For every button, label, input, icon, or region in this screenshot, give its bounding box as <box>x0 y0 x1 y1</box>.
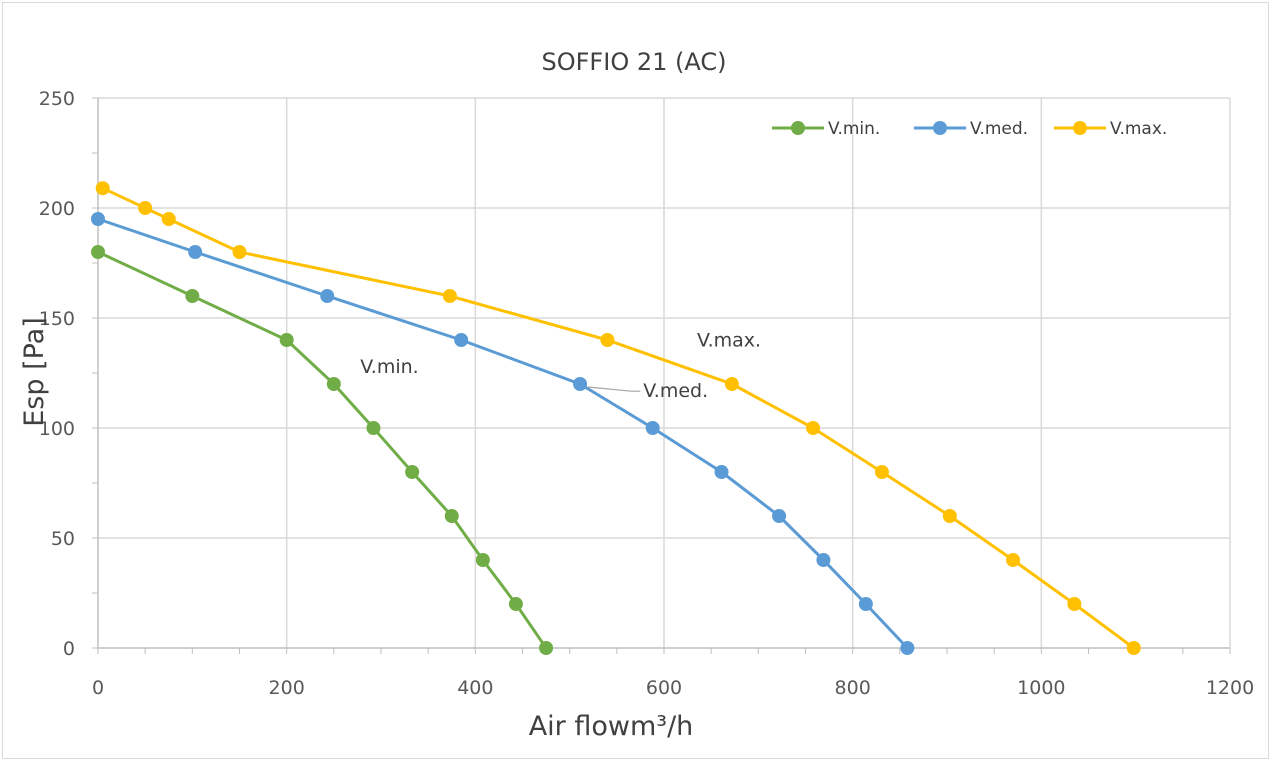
series-annotation-vmin: V.min. <box>360 356 418 378</box>
data-point <box>573 377 588 391</box>
legend-item-vmed: V.med. <box>914 119 1028 139</box>
legend: V.min. V.med. V.max. <box>772 119 1167 139</box>
legend-item-vmax: V.max. <box>1054 119 1167 139</box>
annotation-leader-line <box>587 386 641 392</box>
legend-swatch-marker <box>1073 121 1087 135</box>
y-axis-title: Esp [Pa] <box>19 317 50 427</box>
data-point <box>1126 641 1141 655</box>
data-point <box>442 289 457 303</box>
data-point <box>444 509 459 523</box>
y-tick-label: 200 <box>39 198 75 220</box>
series-line <box>97 250 548 649</box>
data-point <box>138 201 153 215</box>
series-annotation-vmed: V.med. <box>643 380 708 402</box>
data-point <box>185 289 200 303</box>
data-point <box>366 421 381 435</box>
x-tick-label: 1200 <box>1206 677 1254 699</box>
data-point <box>188 245 203 259</box>
data-point <box>405 465 420 479</box>
data-point <box>714 465 729 479</box>
y-tick-label: 100 <box>39 418 75 440</box>
data-point <box>95 181 110 196</box>
series-annotation-vmax: V.max. <box>697 330 761 352</box>
data-point <box>858 597 873 611</box>
legend-label: V.min. <box>828 119 880 139</box>
series-vmed <box>91 212 915 655</box>
data-point <box>900 641 915 655</box>
data-point <box>816 553 831 567</box>
legend-swatch-marker <box>933 121 947 135</box>
data-point <box>772 509 787 523</box>
data-point <box>232 245 247 259</box>
data-point <box>475 553 490 567</box>
x-tick-label: 400 <box>457 677 493 699</box>
series-vmax <box>95 181 1141 655</box>
data-point <box>161 212 176 226</box>
data-point <box>942 509 957 523</box>
axes: 0 200 400 600 800 1000 1200 0 50 100 150 200 250 <box>39 88 1254 699</box>
data-point <box>320 289 335 303</box>
x-tick-label: 600 <box>646 677 682 699</box>
labels: V.min. V.med. V.max. <box>360 330 761 403</box>
data-point <box>326 377 341 391</box>
data-point <box>1067 597 1082 611</box>
x-tick-label: 200 <box>269 677 305 699</box>
x-axis-title: Air flowm³/h <box>529 711 694 742</box>
legend-label: V.med. <box>970 119 1028 139</box>
y-tick-label: 150 <box>39 308 75 330</box>
series-layer <box>91 181 1141 655</box>
series-vmin <box>91 245 554 655</box>
data-point <box>645 421 660 435</box>
data-point <box>1006 553 1021 567</box>
data-point <box>279 333 294 347</box>
chart-title: SOFFIO 21 (AC) <box>542 48 727 76</box>
legend-swatch-marker <box>791 121 805 135</box>
x-tick-label: 1000 <box>1017 677 1065 699</box>
legend-item-vmin: V.min. <box>772 119 880 139</box>
data-point <box>874 465 889 479</box>
data-point <box>539 641 554 655</box>
data-point <box>806 421 821 435</box>
data-point <box>724 377 739 391</box>
y-tick-label: 50 <box>51 528 75 550</box>
x-tick-label: 0 <box>92 677 104 699</box>
series-line <box>97 217 909 650</box>
data-point <box>600 333 615 347</box>
gridlines <box>98 97 1231 648</box>
data-point <box>454 333 469 347</box>
data-point <box>91 212 105 226</box>
data-point <box>508 597 523 611</box>
legend-label: V.max. <box>1110 119 1167 139</box>
x-tick-label: 800 <box>835 677 871 699</box>
y-tick-label: 250 <box>39 88 75 110</box>
y-tick-label: 0 <box>63 638 75 660</box>
series-line <box>102 186 1135 650</box>
data-point <box>91 245 105 259</box>
